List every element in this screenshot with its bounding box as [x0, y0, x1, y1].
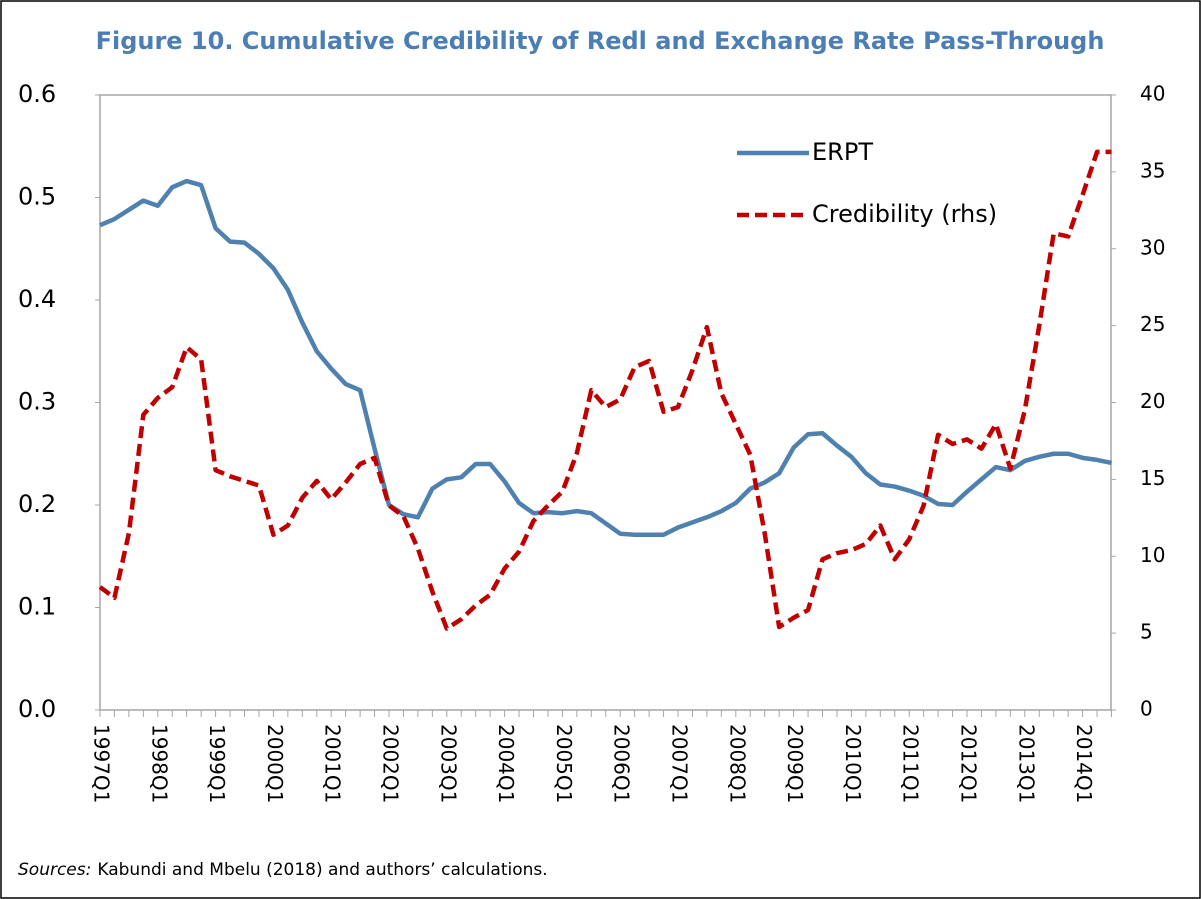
x-tick-label: 2003Q1 — [436, 724, 460, 803]
x-tick-label: 2004Q1 — [494, 724, 518, 803]
x-tick-label: 2007Q1 — [668, 724, 692, 803]
x-tick-label: 1999Q1 — [205, 724, 229, 803]
legend-label: ERPT — [812, 138, 873, 166]
y2-tick-label: 20 — [1140, 389, 1165, 413]
y-tick-label: 0.1 — [18, 593, 56, 621]
x-tick-label: 2001Q1 — [321, 724, 345, 803]
x-tick-label: 2010Q1 — [841, 724, 865, 803]
x-tick-label: 2014Q1 — [1072, 724, 1096, 803]
source-label: Sources: — [18, 860, 91, 880]
y-tick-label: 0.5 — [18, 183, 56, 211]
y2-tick-label: 0 — [1140, 697, 1153, 721]
y2-tick-label: 10 — [1140, 543, 1165, 567]
x-tick-label: 2006Q1 — [610, 724, 634, 803]
y2-tick-label: 5 — [1140, 620, 1153, 644]
y-tick-label: 0.4 — [18, 285, 56, 313]
x-tick-label: 2002Q1 — [379, 724, 403, 803]
y-tick-label: 0.3 — [18, 388, 56, 416]
y2-tick-label: 15 — [1140, 466, 1165, 490]
x-tick-label: 2009Q1 — [783, 724, 807, 803]
y2-tick-label: 25 — [1140, 312, 1165, 336]
x-tick-label: 1997Q1 — [90, 724, 114, 803]
source-text: Kabundi and Mbelu (2018) and authors’ ca… — [97, 860, 547, 880]
legend-label: Credibility (rhs) — [812, 200, 997, 228]
y-tick-label: 0.2 — [18, 490, 56, 518]
chart-title: Figure 10. Cumulative Credibility of Red… — [96, 27, 1105, 55]
y-tick-label: 0.0 — [18, 695, 56, 723]
x-tick-label: 2008Q1 — [725, 724, 749, 803]
series-line — [99, 178, 1112, 537]
x-tick-label: 1998Q1 — [147, 724, 171, 803]
y2-tick-label: 30 — [1140, 235, 1165, 259]
x-tick-label: 2000Q1 — [263, 724, 287, 803]
x-tick-label: 2012Q1 — [957, 724, 981, 803]
y2-tick-label: 35 — [1140, 158, 1165, 182]
y-tick-label: 0.6 — [18, 80, 56, 108]
source-note: Sources: Kabundi and Mbelu (2018) and aut… — [18, 860, 548, 880]
x-tick-label: 2011Q1 — [899, 724, 923, 803]
x-tick-label: 2005Q1 — [552, 724, 576, 803]
x-tick-label: 2013Q1 — [1014, 724, 1038, 803]
series-line — [98, 149, 1112, 631]
y2-tick-label: 40 — [1140, 82, 1165, 106]
